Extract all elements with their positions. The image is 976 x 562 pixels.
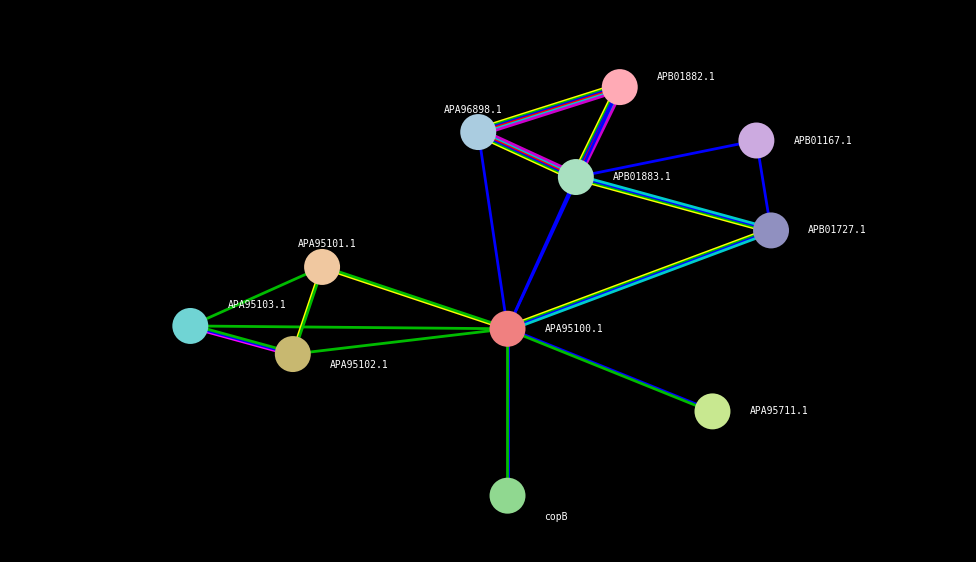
Text: APB01167.1: APB01167.1 [793, 135, 852, 146]
Ellipse shape [753, 212, 789, 248]
Text: APA95101.1: APA95101.1 [298, 239, 356, 250]
Ellipse shape [173, 308, 208, 344]
Ellipse shape [602, 69, 637, 105]
Ellipse shape [490, 311, 525, 347]
Text: copB: copB [545, 512, 568, 522]
Ellipse shape [275, 336, 310, 372]
Ellipse shape [695, 393, 730, 429]
Text: APB01727.1: APB01727.1 [808, 225, 867, 235]
Text: APA95103.1: APA95103.1 [227, 300, 286, 310]
Text: APA95102.1: APA95102.1 [330, 360, 388, 370]
Text: APA96898.1: APA96898.1 [444, 105, 503, 115]
Ellipse shape [739, 123, 774, 158]
Text: APA95100.1: APA95100.1 [545, 324, 603, 334]
Ellipse shape [490, 478, 525, 514]
Text: APA95711.1: APA95711.1 [750, 406, 808, 416]
Text: APB01882.1: APB01882.1 [657, 72, 715, 82]
Ellipse shape [461, 114, 496, 150]
Ellipse shape [305, 249, 340, 285]
Text: APB01883.1: APB01883.1 [613, 172, 671, 182]
Ellipse shape [558, 159, 593, 195]
